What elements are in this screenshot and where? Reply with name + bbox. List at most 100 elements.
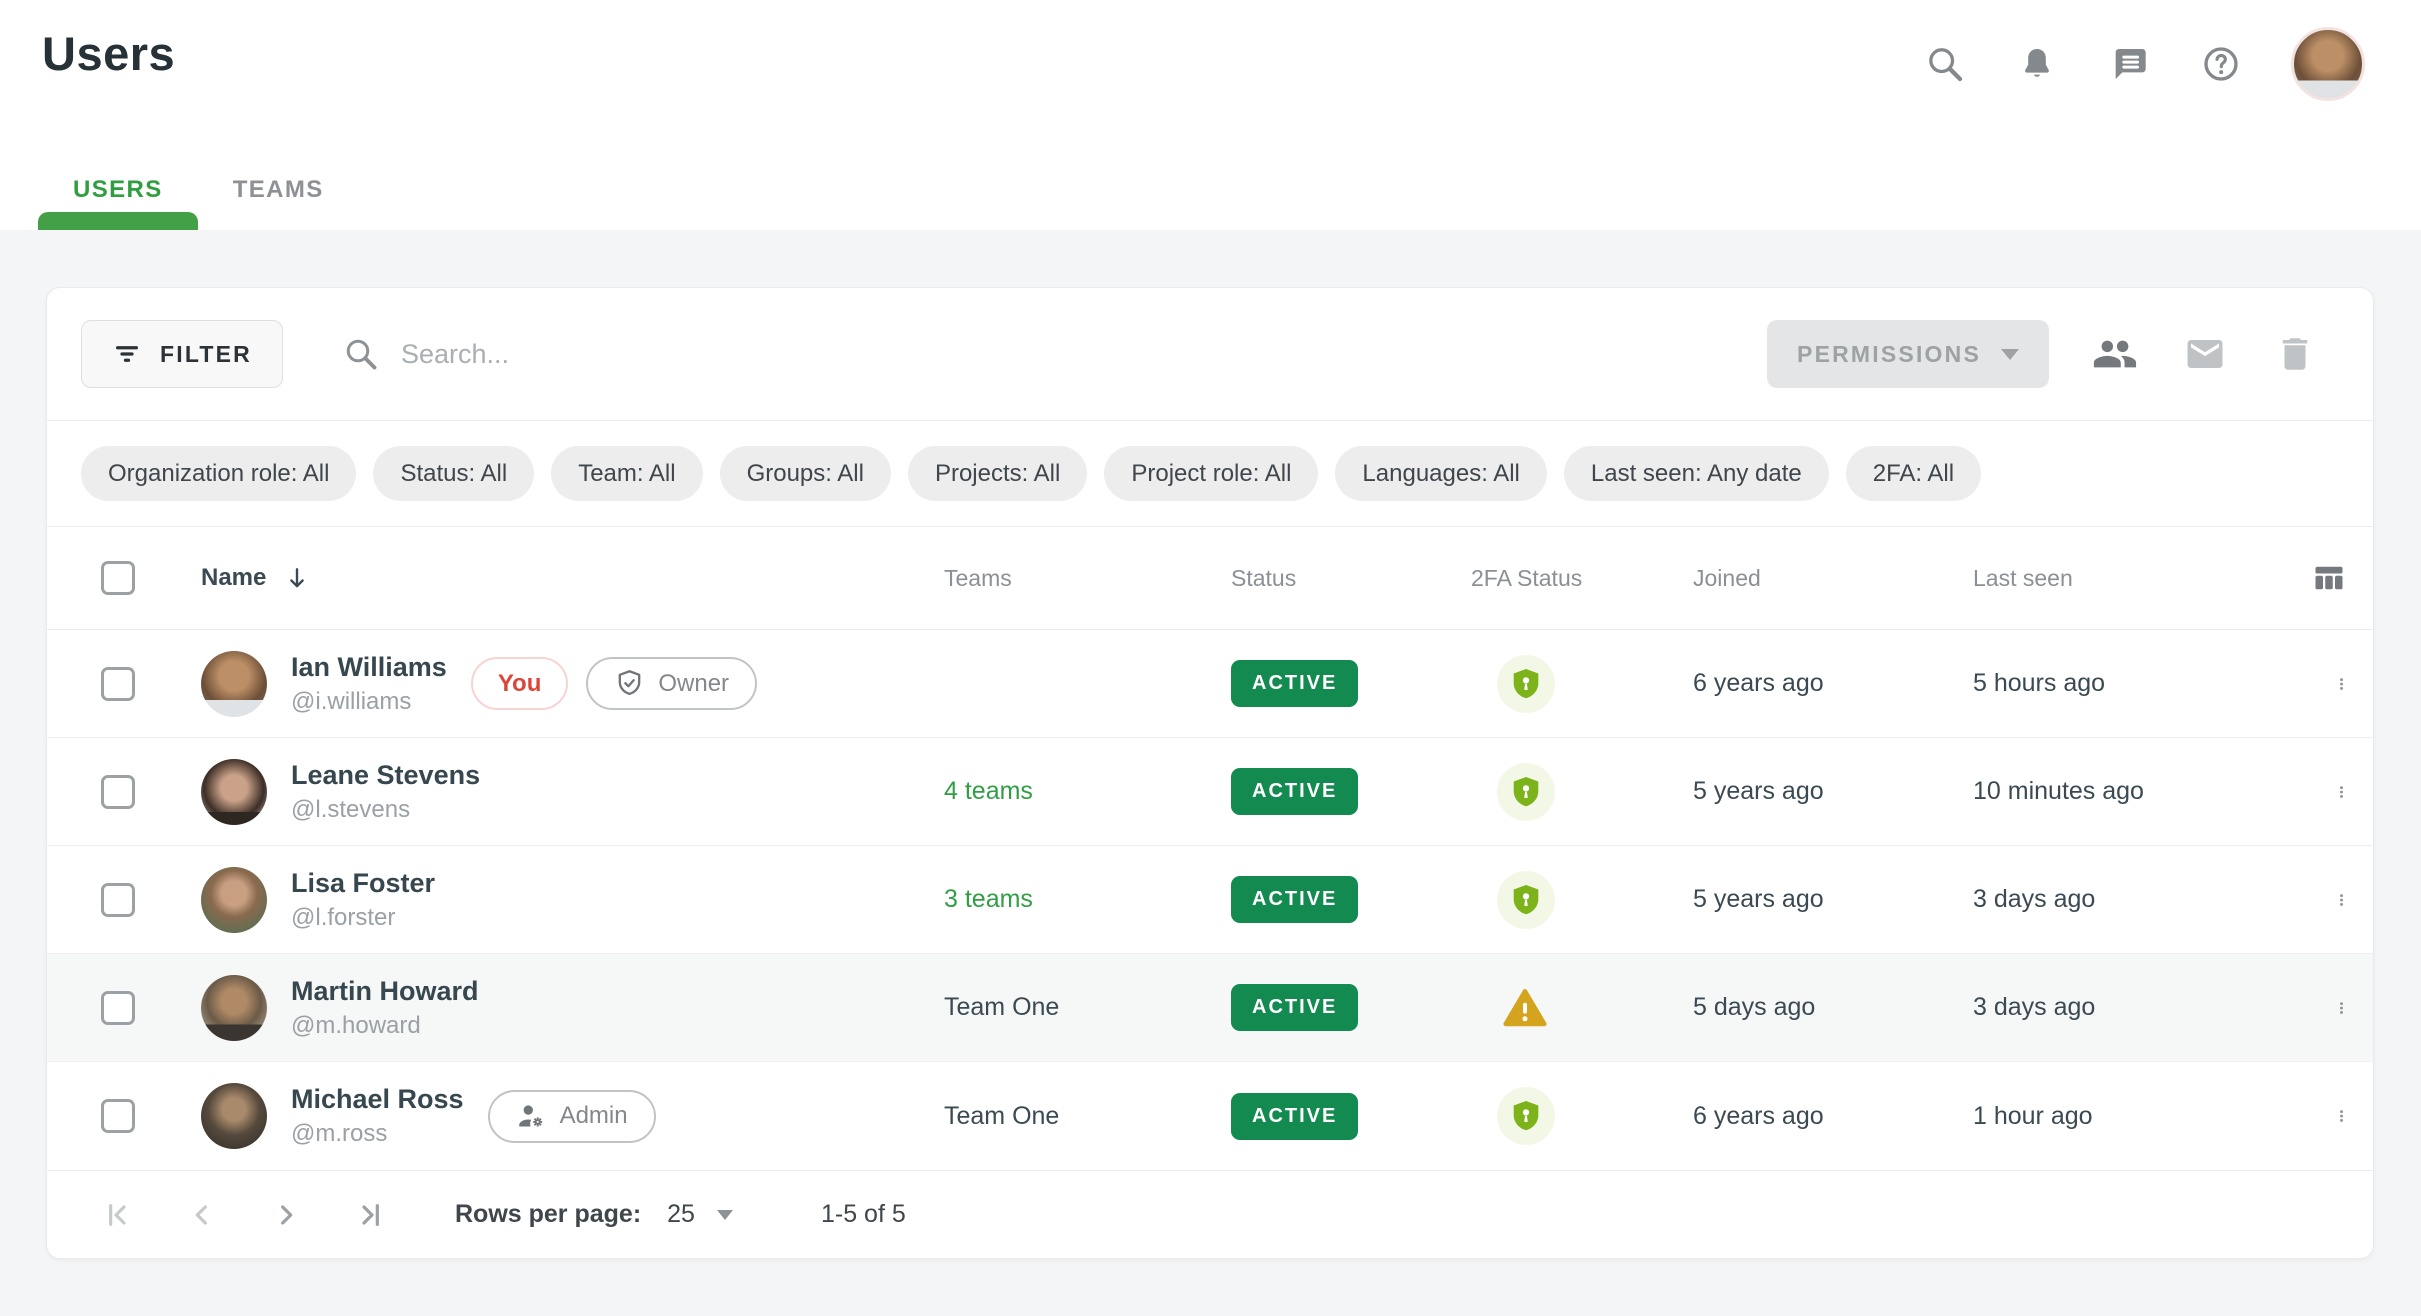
row-checkbox[interactable]	[101, 774, 135, 809]
bell-icon[interactable]	[2015, 42, 2059, 86]
user-handle: @m.howard	[291, 1011, 421, 1039]
row-menu-kebab-icon[interactable]	[2321, 984, 2361, 1032]
user-name-block: Leane Stevens @l.stevens	[291, 760, 480, 824]
first-page-button[interactable]	[101, 1198, 135, 1232]
filter-chip[interactable]: Last seen: Any date	[1563, 446, 1829, 501]
joined-cell: 5 years ago	[1693, 885, 1824, 913]
status-badge: ACTIVE	[1231, 984, 1359, 1031]
table-row[interactable]: Leane Stevens @l.stevens 4 teams ACTIVE …	[47, 738, 2373, 846]
user-name: Leane Stevens	[291, 759, 481, 790]
teams-cell[interactable]: 4 teams	[944, 777, 1033, 805]
table-row[interactable]: Michael Ross @m.ross Admin Team One ACTI…	[47, 1062, 2373, 1170]
you-badge: You	[470, 657, 569, 710]
trash-icon[interactable]	[2271, 330, 2319, 378]
filter-chip[interactable]: Groups: All	[719, 446, 891, 501]
shield-lock-icon	[1497, 870, 1555, 929]
filter-chip[interactable]: Status: All	[373, 446, 535, 501]
table-header: Name Teams Status 2FA Status Joined Last…	[47, 527, 2373, 630]
row-checkbox[interactable]	[101, 1099, 135, 1133]
user-name: Martin Howard	[291, 975, 479, 1006]
row-menu-kebab-icon[interactable]	[2321, 876, 2361, 924]
user-name: Ian Williams	[291, 651, 447, 682]
users-card: FILTER PERMISSIONS	[46, 287, 2374, 1259]
last-page-button[interactable]	[353, 1198, 387, 1232]
table-row[interactable]: Martin Howard @m.howard Team One ACTIVE …	[47, 954, 2373, 1062]
status-badge: ACTIVE	[1231, 768, 1359, 815]
tab-teams[interactable]: TEAMS	[198, 150, 359, 230]
sort-descending-icon[interactable]	[282, 563, 312, 593]
topbar: Users	[0, 0, 2421, 230]
select-all-checkbox[interactable]	[101, 561, 135, 595]
user-name-block: Lisa Foster @l.forster	[291, 868, 435, 932]
rows-per-page-select[interactable]: 25	[667, 1200, 733, 1229]
mail-icon[interactable]	[2181, 330, 2229, 378]
admin-badge: Admin	[487, 1089, 656, 1143]
table-toolbar: FILTER PERMISSIONS	[47, 288, 2373, 421]
badge-label: Admin	[559, 1102, 628, 1129]
user-handle: @m.ross	[291, 1120, 388, 1147]
row-menu-kebab-icon[interactable]	[2321, 768, 2361, 816]
search-box	[343, 320, 1323, 388]
column-header-status[interactable]: Status	[1231, 564, 1297, 591]
user-handle: @l.forster	[291, 903, 396, 931]
filter-chip[interactable]: Organization role: All	[81, 446, 357, 501]
filter-chips-row: Organization role: All Status: All Team: A…	[47, 421, 2373, 527]
row-checkbox[interactable]	[101, 666, 135, 701]
user-handle: @l.stevens	[291, 795, 411, 823]
row-checkbox[interactable]	[101, 990, 135, 1025]
column-label: Name	[201, 564, 267, 591]
row-menu-kebab-icon[interactable]	[2321, 1092, 2361, 1140]
badge-label: Owner	[658, 669, 730, 697]
user-name-block: Ian Williams @i.williams	[291, 652, 447, 716]
badge-label: You	[497, 669, 542, 697]
columns-settings-icon[interactable]	[2311, 560, 2347, 596]
help-icon[interactable]	[2199, 42, 2243, 86]
row-checkbox[interactable]	[101, 882, 135, 917]
teams-cell[interactable]: 3 teams	[944, 885, 1033, 913]
user-avatar[interactable]	[2291, 27, 2365, 101]
shield-lock-icon	[1497, 1087, 1555, 1145]
permissions-button-label: PERMISSIONS	[1797, 340, 1981, 367]
column-header-last-seen[interactable]: Last seen	[1973, 564, 2073, 591]
filter-chip[interactable]: Team: All	[551, 446, 703, 501]
add-to-team-icon[interactable]	[2091, 330, 2139, 378]
previous-page-button[interactable]	[185, 1198, 219, 1232]
filter-chip[interactable]: Projects: All	[907, 446, 1088, 501]
rows-per-page-label: Rows per page:	[455, 1200, 642, 1228]
avatar[interactable]	[201, 974, 267, 1041]
shield-check-icon	[614, 668, 645, 699]
avatar[interactable]	[201, 1083, 267, 1149]
filter-icon	[116, 346, 138, 362]
status-badge: ACTIVE	[1231, 876, 1359, 923]
chat-icon[interactable]	[2107, 42, 2151, 86]
column-header-joined[interactable]: Joined	[1693, 564, 1761, 591]
pagination-range: 1-5 of 5	[820, 1200, 906, 1228]
user-handle: @i.williams	[291, 687, 412, 715]
avatar[interactable]	[201, 758, 267, 825]
row-menu-kebab-icon[interactable]	[2321, 660, 2361, 708]
teams-cell: Team One	[944, 1101, 1060, 1130]
avatar[interactable]	[201, 866, 267, 933]
filter-chip[interactable]: Languages: All	[1335, 446, 1547, 501]
column-header-name[interactable]: Name	[201, 563, 944, 593]
avatar[interactable]	[201, 650, 267, 717]
table-row[interactable]: Ian Williams @i.williams You Owner ACTIV…	[47, 630, 2373, 738]
next-page-button[interactable]	[269, 1198, 303, 1232]
filter-chip[interactable]: 2FA: All	[1845, 446, 1982, 501]
table-row[interactable]: Lisa Foster @l.forster 3 teams ACTIVE 5 …	[47, 846, 2373, 954]
tab-users-label: USERS	[73, 176, 163, 203]
tab-users[interactable]: USERS	[38, 150, 198, 230]
page-content: FILTER PERMISSIONS	[0, 230, 2421, 1316]
last-seen-cell: 3 days ago	[1973, 885, 2096, 913]
search-icon[interactable]	[1923, 42, 1967, 86]
filter-button[interactable]: FILTER	[81, 320, 283, 388]
joined-cell: 5 days ago	[1693, 993, 1816, 1021]
topbar-actions	[1923, 26, 2365, 102]
column-header-2fa[interactable]: 2FA Status	[1471, 564, 1583, 591]
joined-cell: 5 years ago	[1693, 777, 1824, 805]
search-input[interactable]	[401, 338, 1261, 370]
column-header-teams[interactable]: Teams	[944, 564, 1012, 591]
permissions-button[interactable]: PERMISSIONS	[1767, 320, 2049, 388]
search-icon	[346, 339, 377, 370]
filter-chip[interactable]: Project role: All	[1104, 446, 1319, 501]
